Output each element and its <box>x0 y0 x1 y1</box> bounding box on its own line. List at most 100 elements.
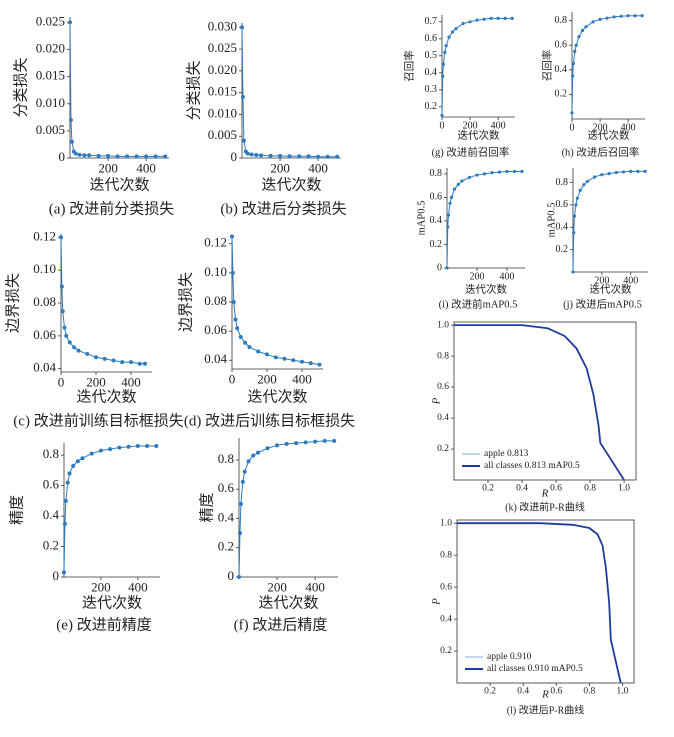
y-tick-label: 0.8 <box>430 168 443 179</box>
caption: (d) 改进后训练目标框损失 <box>184 412 355 429</box>
point <box>467 175 472 180</box>
y-tick-label: 0.4 <box>555 64 568 75</box>
point <box>259 153 264 158</box>
axes-frame <box>453 321 637 481</box>
point <box>621 170 626 174</box>
point <box>64 333 69 338</box>
point <box>574 203 578 207</box>
y-tick-label: 0.3 <box>425 84 438 95</box>
y-axis-label: 召回率 <box>540 50 553 82</box>
point <box>313 439 318 444</box>
point <box>89 451 94 456</box>
point <box>268 153 273 158</box>
y-tick-label: 0.4 <box>425 67 438 78</box>
y-axis-label: mAP0.5 <box>416 201 427 236</box>
point <box>59 284 64 289</box>
point <box>571 270 575 274</box>
y-tick-label: 0.6 <box>437 382 449 392</box>
point <box>242 469 247 474</box>
point <box>572 214 577 218</box>
point <box>449 195 454 200</box>
point <box>126 444 131 449</box>
y-tick-label: 0.6 <box>430 192 443 203</box>
point <box>125 154 130 159</box>
x-tick-label: 200 <box>257 372 277 387</box>
y-tick-label: 0.06 <box>33 327 56 342</box>
point <box>580 28 585 33</box>
series-line <box>454 324 625 481</box>
point <box>145 444 150 449</box>
point <box>282 356 287 361</box>
point <box>640 14 644 18</box>
x-tick-label: 200 <box>270 161 290 176</box>
series-line <box>63 445 157 573</box>
point <box>230 270 235 275</box>
x-axis-label: 迭代次数 <box>588 128 630 141</box>
point <box>60 309 65 314</box>
y-tick-label: 0.2 <box>437 444 449 454</box>
x-tick-label: 0 <box>570 122 575 133</box>
point <box>108 447 113 452</box>
y-axis-label: P <box>431 397 443 405</box>
series-line <box>60 237 145 365</box>
point <box>503 16 507 20</box>
y-tick-label: 0.5 <box>425 50 438 61</box>
y-tick-label: 0 <box>59 149 66 164</box>
point <box>68 20 72 25</box>
x-tick-label: 0.4 <box>516 484 528 494</box>
y-tick-label: 0.4 <box>437 413 449 423</box>
y-tick-label: 0.7 <box>425 16 438 27</box>
point <box>87 153 92 158</box>
y-tick-label: 1.0 <box>440 518 452 528</box>
caption: (i) 改进前mAP0.5 <box>439 297 518 310</box>
point <box>254 152 259 157</box>
x-axis-label: 迭代次数 <box>82 594 142 611</box>
point <box>233 317 238 322</box>
point <box>598 17 602 21</box>
point <box>237 575 241 579</box>
caption: (b) 改进后分类损失 <box>220 200 346 217</box>
point <box>633 14 637 18</box>
point <box>129 360 133 365</box>
point <box>243 340 248 345</box>
point <box>578 188 582 192</box>
point <box>475 18 479 22</box>
point <box>325 154 330 159</box>
y-axis-label: 边界损失 <box>177 272 194 332</box>
point <box>612 15 616 19</box>
point <box>287 154 292 159</box>
point <box>440 113 444 117</box>
y-tick-label: 0.08 <box>204 293 227 308</box>
point <box>154 444 159 449</box>
subplot: 0 0.2 0.4 0.6 0.8 200 400 mAP0.5 迭代次数 (i) 改进前mAP0… <box>416 168 525 310</box>
point <box>278 153 283 158</box>
caption: (g) 改进前召回率 <box>432 145 510 158</box>
point <box>300 359 304 364</box>
point <box>137 361 142 366</box>
point <box>111 358 116 363</box>
point <box>447 35 451 39</box>
point <box>450 30 455 34</box>
x-tick-label: 0.6 <box>550 687 562 697</box>
point <box>607 171 611 176</box>
y-tick-label: 0.4 <box>430 215 443 226</box>
point <box>291 358 296 363</box>
y-tick-label: 0 <box>231 149 238 164</box>
series-line <box>454 324 625 481</box>
point <box>246 459 251 464</box>
point <box>322 438 327 443</box>
point <box>505 169 509 174</box>
point <box>143 361 147 366</box>
point <box>275 443 280 448</box>
point <box>643 169 647 173</box>
series-line <box>572 170 646 273</box>
subplot: 0.2 0.4 0.6 0.8 1.0 0.2 0.4 0.6 0.8 1.0 P R (l) 改进后P… <box>431 518 635 716</box>
y-tick-label: 0.08 <box>33 294 56 309</box>
x-tick-label: 400 <box>621 122 636 133</box>
point <box>335 154 340 159</box>
x-axis-label: 迭代次数 <box>261 176 321 193</box>
